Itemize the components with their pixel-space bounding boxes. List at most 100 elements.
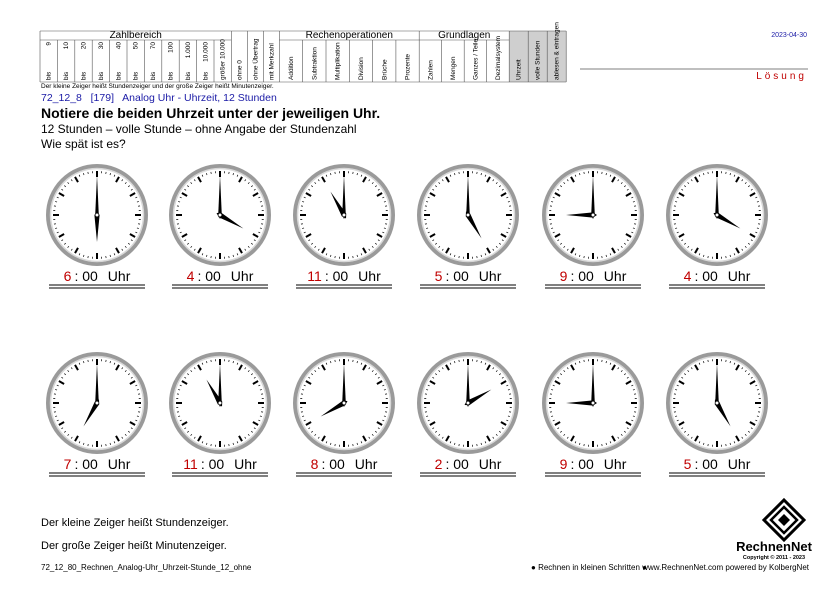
minutes: : 00 bbox=[694, 268, 718, 284]
tick bbox=[368, 436, 371, 439]
tick bbox=[252, 233, 259, 238]
tick bbox=[432, 376, 435, 379]
tick bbox=[303, 231, 306, 234]
tick bbox=[376, 421, 383, 426]
unit: Uhr bbox=[604, 456, 627, 472]
column-label: Zahlen bbox=[427, 60, 434, 80]
tick bbox=[58, 380, 65, 385]
time-label: 8: 00 Uhr bbox=[311, 456, 378, 472]
tick bbox=[484, 174, 487, 177]
tick bbox=[179, 384, 182, 387]
time-label: 4: 00 Uhr bbox=[684, 268, 751, 284]
tick bbox=[247, 245, 250, 248]
hour-hand bbox=[83, 399, 100, 427]
tick bbox=[426, 227, 429, 229]
tick bbox=[566, 248, 569, 251]
tick bbox=[244, 436, 247, 439]
tick bbox=[617, 248, 620, 251]
tick bbox=[78, 441, 81, 444]
tick bbox=[197, 364, 202, 371]
tick bbox=[311, 185, 314, 188]
tick bbox=[755, 196, 758, 199]
tick bbox=[749, 380, 756, 385]
tick bbox=[676, 231, 679, 234]
tick bbox=[382, 419, 385, 422]
tick bbox=[362, 364, 367, 371]
tick bbox=[232, 254, 234, 257]
tick bbox=[741, 248, 744, 251]
tick bbox=[115, 247, 120, 254]
time-label: 7: 00 Uhr bbox=[64, 456, 131, 472]
tick bbox=[356, 361, 358, 364]
tick bbox=[435, 242, 438, 245]
tick bbox=[250, 242, 253, 245]
tick bbox=[55, 415, 58, 417]
tick bbox=[438, 182, 441, 185]
minute-hand bbox=[95, 175, 99, 219]
tick bbox=[187, 185, 190, 188]
tick bbox=[429, 421, 436, 426]
tick bbox=[362, 247, 367, 254]
tick bbox=[438, 370, 441, 373]
task-line: 12 Stunden – volle Stunde – ohne Angabe … bbox=[41, 122, 357, 136]
tick bbox=[486, 176, 491, 183]
hour-hand bbox=[713, 212, 741, 229]
section-title: Grundlagen bbox=[438, 30, 490, 41]
tick bbox=[623, 373, 626, 376]
tick bbox=[250, 185, 253, 188]
tick bbox=[611, 247, 616, 254]
tick bbox=[480, 173, 482, 176]
tick bbox=[741, 436, 744, 439]
tick bbox=[127, 430, 130, 433]
tick bbox=[70, 248, 73, 251]
tick bbox=[733, 174, 736, 177]
tick bbox=[690, 179, 693, 182]
section-title: Zahlbereich bbox=[110, 30, 162, 41]
column-label: Uhrzeit bbox=[516, 59, 523, 80]
tick bbox=[690, 436, 693, 439]
header-note: Der kleine Zeiger heißt Stundenzeiger un… bbox=[41, 83, 274, 90]
tick bbox=[330, 254, 332, 257]
hour-hand bbox=[216, 212, 244, 229]
tick bbox=[441, 179, 444, 182]
tick bbox=[560, 373, 563, 376]
column-label: Ganzes / Teile bbox=[472, 39, 479, 80]
shaded-area bbox=[509, 31, 567, 82]
tick bbox=[441, 436, 444, 439]
tick bbox=[750, 188, 753, 191]
tick bbox=[190, 182, 193, 185]
tick bbox=[735, 364, 740, 371]
tick bbox=[258, 231, 261, 234]
tick bbox=[109, 361, 111, 364]
tick bbox=[632, 415, 635, 417]
tick bbox=[427, 196, 430, 199]
tick bbox=[609, 362, 612, 365]
tick bbox=[579, 361, 581, 364]
tick bbox=[311, 373, 314, 376]
tick bbox=[371, 245, 374, 248]
tick bbox=[501, 427, 504, 430]
tick bbox=[236, 441, 239, 444]
tick bbox=[356, 173, 358, 176]
clock-center bbox=[466, 401, 470, 405]
tick bbox=[382, 384, 385, 387]
minutes: : 00 bbox=[74, 268, 98, 284]
tick bbox=[438, 433, 441, 436]
tick bbox=[308, 376, 311, 379]
tick bbox=[729, 361, 731, 364]
tick bbox=[617, 367, 620, 370]
column-label: bis bbox=[150, 71, 157, 80]
minutes: : 00 bbox=[570, 268, 594, 284]
tick bbox=[129, 192, 136, 197]
clock-center bbox=[591, 401, 595, 405]
tick bbox=[435, 373, 438, 376]
tick bbox=[121, 436, 124, 439]
tick bbox=[382, 196, 385, 199]
tick bbox=[325, 441, 328, 444]
hour: 8 bbox=[311, 456, 319, 472]
unit: Uhr bbox=[728, 268, 751, 284]
tick bbox=[484, 441, 487, 444]
tick bbox=[750, 239, 753, 242]
hour-hand bbox=[320, 400, 348, 417]
tick bbox=[184, 376, 187, 379]
